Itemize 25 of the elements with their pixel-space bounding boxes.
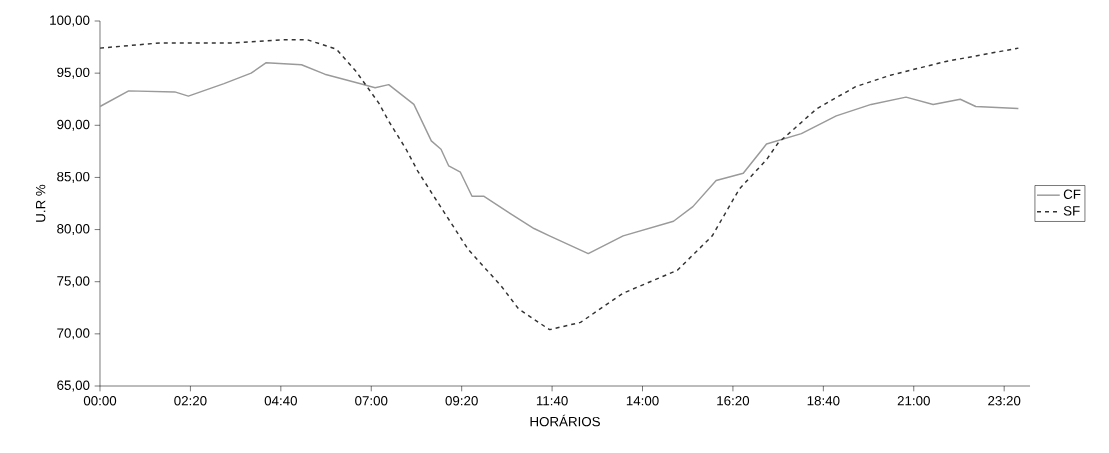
legend-label: CF (1063, 189, 1081, 199)
y-tick-label: 100,00 (50, 15, 90, 27)
y-tick-label: 65,00 (57, 380, 90, 392)
line-series (100, 61, 1020, 255)
line-series (100, 39, 1020, 331)
x-tick-label: 11:40 (536, 396, 568, 406)
legend-label: SF (1063, 206, 1080, 216)
x-tick-label: 23:20 (988, 396, 1021, 406)
x-tick-label: 07:00 (355, 396, 388, 406)
x-tick-label: 14:00 (626, 396, 659, 406)
x-tick-label: 00:00 (83, 396, 117, 406)
x-tick-label: 09:20 (445, 396, 478, 406)
y-tick-label: 80,00 (57, 224, 90, 236)
x-tick-label: 02:20 (174, 396, 207, 406)
y-tick-label: 70,00 (57, 328, 90, 340)
x-tick-label: 21:00 (897, 396, 930, 406)
x-tick-label: 16:20 (717, 396, 750, 406)
y-tick-label: 85,00 (57, 171, 90, 183)
y-tick-label: 75,00 (57, 276, 90, 288)
y-tick-label: 95,00 (57, 67, 90, 79)
x-axis-title: HORÁRIOS (530, 414, 600, 427)
x-tick-label: 04:40 (264, 396, 297, 406)
y-tick-label: 90,00 (57, 119, 90, 131)
x-tick-label: 18:40 (807, 396, 840, 406)
y-axis-title: U.R % (35, 184, 46, 222)
